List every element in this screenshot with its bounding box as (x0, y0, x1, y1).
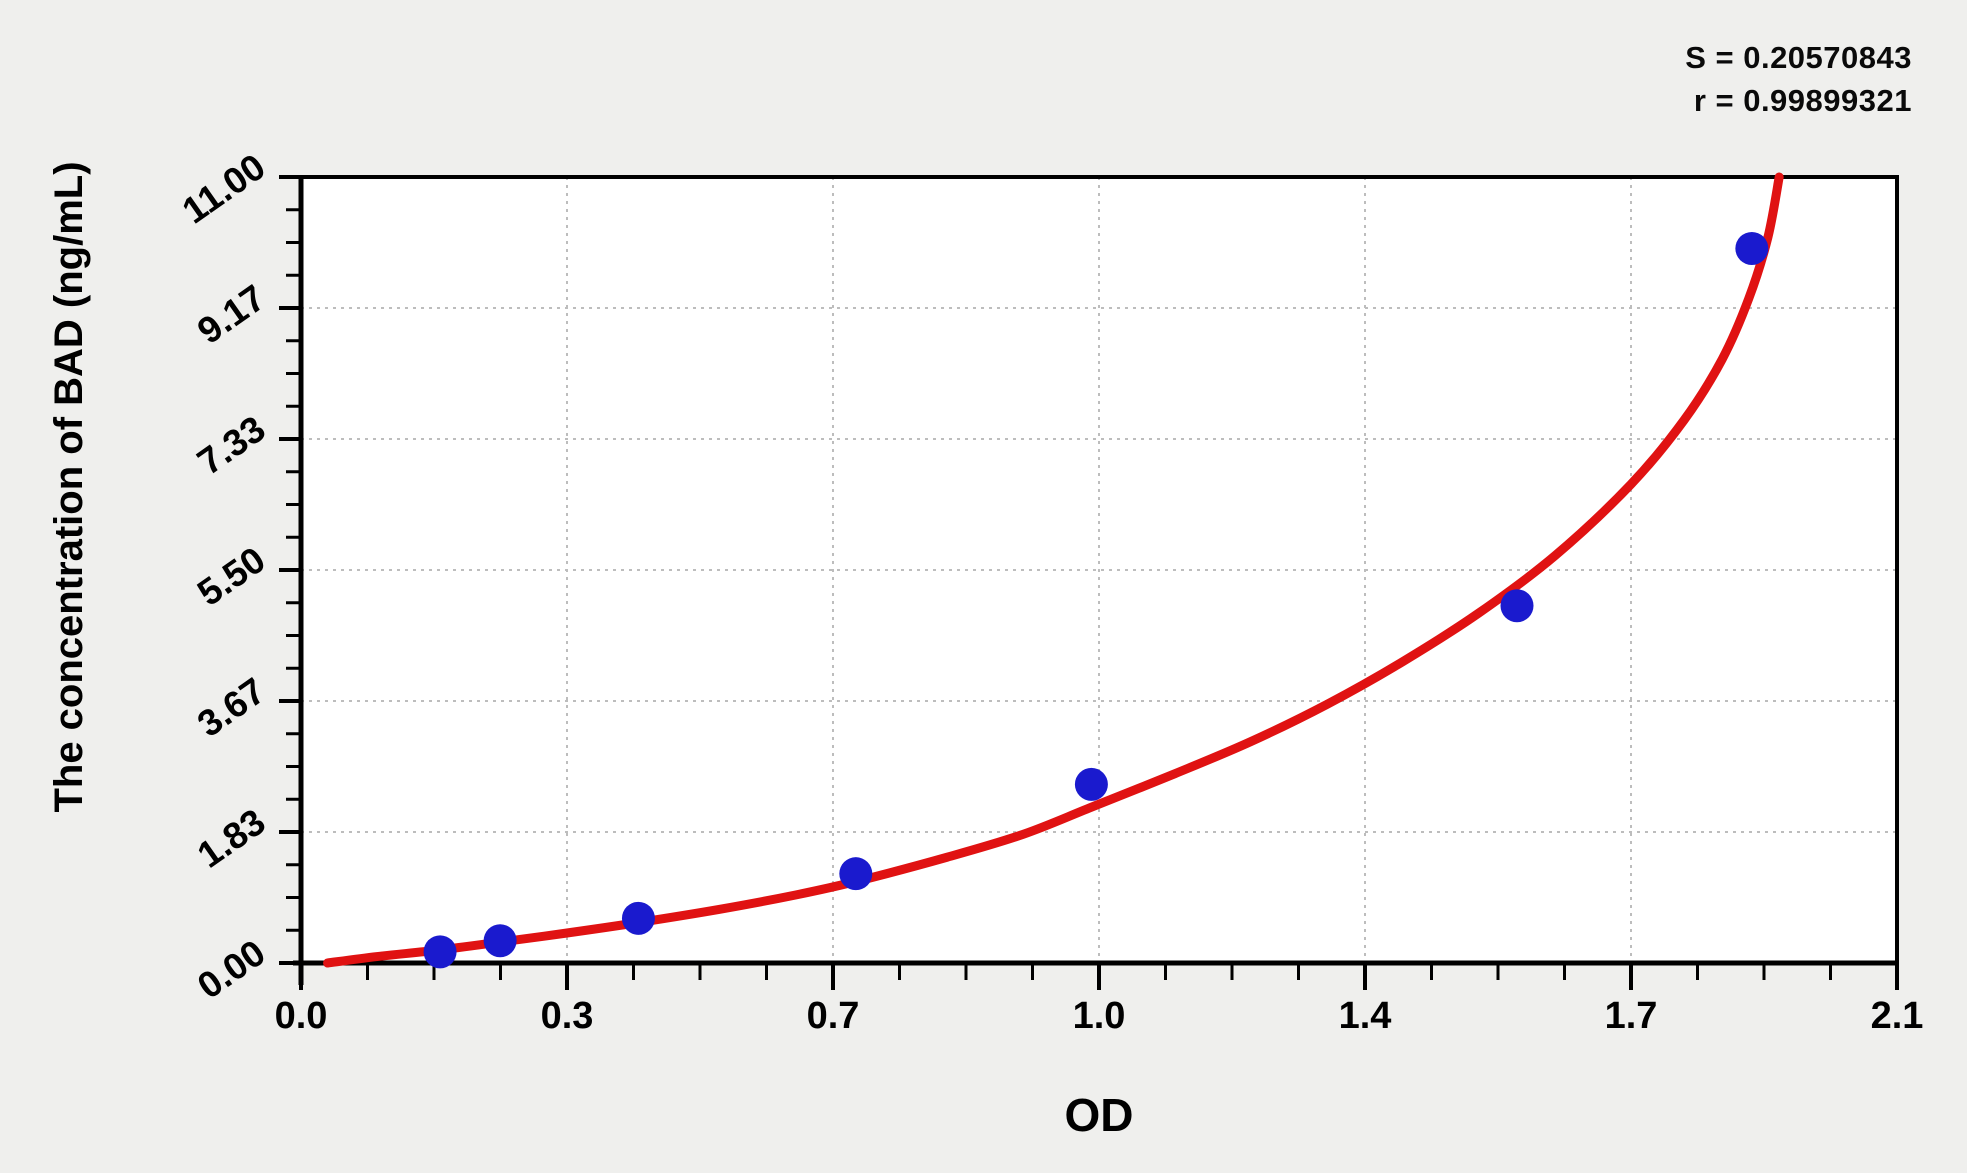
x-tick-label: 0.0 (275, 995, 328, 1037)
x-axis-title: OD (1064, 1089, 1134, 1141)
y-tick-label: 9.17 (190, 277, 273, 352)
x-tick-label: 1.4 (1339, 995, 1392, 1037)
stat-s: S = 0.20570843 (1685, 40, 1912, 75)
stat-r: r = 0.99899321 (1693, 83, 1912, 118)
y-tick-label: 1.83 (190, 801, 273, 876)
y-tick-label: 5.50 (190, 539, 273, 614)
y-axis-title: The concentration of BAD (ng/mL) (47, 161, 91, 813)
y-tick-label: 0.00 (190, 932, 273, 1007)
x-tick-label: 0.3 (541, 995, 594, 1037)
y-tick-label: 7.33 (190, 408, 273, 483)
y-tick-label: 11.00 (175, 146, 273, 232)
y-tick-label: 3.67 (190, 670, 273, 745)
data-point (621, 901, 655, 935)
data-point (1735, 231, 1769, 265)
x-tick-label: 1.7 (1605, 995, 1658, 1037)
data-point (1500, 589, 1534, 623)
x-tick-label: 1.0 (1073, 995, 1126, 1037)
data-point (483, 924, 517, 958)
x-tick-label: 2.1 (1871, 995, 1924, 1037)
data-point (839, 857, 873, 891)
data-point (423, 935, 457, 969)
fit-curve (323, 172, 1784, 968)
x-tick-label: 0.7 (807, 995, 860, 1037)
data-point (1074, 767, 1108, 801)
fit-statistics: S = 0.20570843 r = 0.99899321 (1685, 36, 1912, 122)
